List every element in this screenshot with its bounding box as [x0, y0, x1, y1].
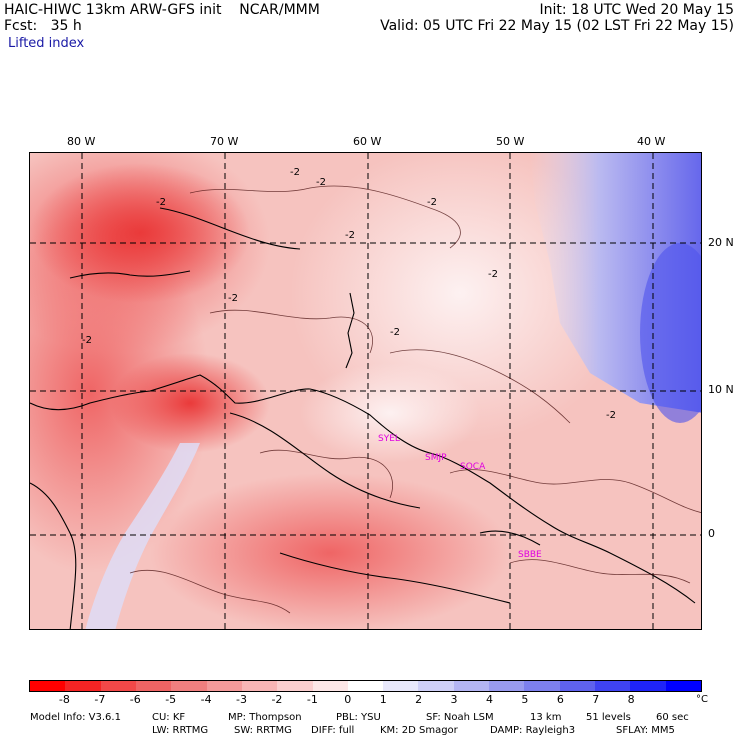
- colorbar: [29, 680, 702, 692]
- colorbar-tick-label: 4: [485, 693, 493, 706]
- lon-label: 40 W: [637, 135, 666, 148]
- colorbar-tick-label: -3: [236, 693, 247, 706]
- colorbar-unit: °C: [696, 694, 708, 705]
- lifted-index-map: -2 -2 -2 -2 -2 -2 -2 -2 -2 -2 SYEL SMJP …: [29, 152, 702, 630]
- footer-cu: CU: KF: [152, 712, 186, 723]
- colorbar-tick-label: 2: [415, 693, 423, 706]
- colorbar-swatch: [347, 681, 384, 691]
- contour-label: -2: [488, 269, 498, 280]
- contour-label: -2: [345, 230, 355, 241]
- colorbar-swatch: [30, 681, 66, 691]
- colorbar-tick-label: -5: [165, 693, 177, 706]
- footer-pbl: PBL: YSU: [336, 712, 381, 723]
- station-labels: SYEL SMJP SOCA SBBE: [378, 434, 542, 560]
- field-name: Lifted index: [8, 36, 85, 51]
- coastlines: [30, 207, 696, 629]
- contour-label: -2: [427, 197, 437, 208]
- colorbar-tick-label: -4: [200, 693, 212, 706]
- colorbar-tick-label: 6: [556, 693, 564, 706]
- field-patch: [110, 353, 270, 453]
- footer-sf: SF: Noah LSM: [426, 712, 494, 723]
- forecast-hour: Fcst: 35 h: [4, 18, 82, 34]
- colorbar-swatch: [277, 681, 313, 691]
- colorbar-tick-label: -2: [271, 693, 283, 706]
- contours: [129, 185, 701, 614]
- colorbar-tick-label: -7: [94, 693, 106, 706]
- contour-label: -2: [156, 197, 166, 208]
- contour-label: -2: [606, 410, 616, 421]
- colorbar-swatch: [418, 681, 454, 691]
- colorbar-swatch: [135, 681, 172, 691]
- colorbar-swatch: [383, 681, 419, 691]
- valid-time: Valid: 05 UTC Fri 22 May 15 (02 LST Fri …: [380, 18, 734, 34]
- station-sbbe: SBBE: [518, 550, 542, 560]
- contour-label: -2: [390, 327, 400, 338]
- model-title: HAIC-HIWC 13km ARW-GFS init NCAR/MMM: [4, 2, 320, 18]
- colorbar-swatch: [665, 681, 701, 691]
- footer-model-info: Model Info: V3.6.1: [30, 712, 121, 723]
- colorbar-swatch: [595, 681, 631, 691]
- footer-mp: MP: Thompson: [228, 712, 302, 723]
- colorbar-swatch: [524, 681, 560, 691]
- lon-label: 70 W: [210, 135, 239, 148]
- colorbar-swatch: [65, 681, 101, 691]
- station-syel: SYEL: [378, 434, 400, 444]
- field-patch: [30, 163, 250, 303]
- contour-label: -2: [228, 293, 238, 304]
- contour-label: -2: [290, 167, 300, 178]
- footer-diff: DIFF: full: [311, 725, 355, 736]
- footer-sflay: SFLAY: MM5: [616, 725, 675, 736]
- lat-label: 20 N: [708, 236, 734, 249]
- field-patch: [150, 473, 510, 629]
- station-smjp: SMJP: [425, 453, 447, 463]
- colorbar-tick-label: 1: [379, 693, 387, 706]
- colorbar-tick-label: 5: [521, 693, 529, 706]
- colorbar-swatch: [100, 681, 136, 691]
- footer-levels: 51 levels: [586, 712, 631, 723]
- contour-label: -2: [316, 177, 326, 188]
- colorbar-swatch: [312, 681, 348, 691]
- colorbar-tick-label: -8: [58, 693, 70, 706]
- colorbar-swatch: [453, 681, 490, 691]
- field-patch: [300, 363, 480, 463]
- footer-damp: DAMP: Rayleigh3: [490, 725, 576, 736]
- field-patch: [640, 243, 701, 423]
- colorbar-tick-label: -6: [129, 693, 141, 706]
- field-stable-strip: [85, 443, 200, 629]
- lon-label: 80 W: [67, 135, 96, 148]
- footer-resolution: 13 km: [530, 712, 562, 723]
- contour-label: -2: [82, 335, 92, 346]
- colorbar-tick-label: 0: [344, 693, 352, 706]
- footer-timestep: 60 sec: [656, 712, 689, 723]
- lat-label: 0: [708, 527, 715, 540]
- colorbar-swatch: [171, 681, 207, 691]
- colorbar-swatch: [241, 681, 278, 691]
- lon-label: 50 W: [496, 135, 525, 148]
- colorbar-swatch: [630, 681, 666, 691]
- colorbar-tick-label: -1: [306, 693, 318, 706]
- lon-label: 60 W: [353, 135, 382, 148]
- lat-label: 10 N: [708, 383, 734, 396]
- footer-lw: LW: RRTMG: [152, 725, 209, 736]
- map-canvas: -2 -2 -2 -2 -2 -2 -2 -2 -2 -2 SYEL SMJP …: [30, 153, 701, 629]
- colorbar-tick-label: 8: [627, 693, 635, 706]
- colorbar-swatch: [206, 681, 242, 691]
- colorbar-tick-label: 7: [592, 693, 600, 706]
- contour-label-group: -2 -2 -2 -2 -2 -2 -2 -2 -2 -2: [82, 167, 616, 421]
- station-soca: SOCA: [460, 462, 486, 472]
- graticule: [30, 153, 701, 629]
- footer-sw: SW: RRTMG: [234, 725, 292, 736]
- footer-km: KM: 2D Smagor: [380, 725, 458, 736]
- colorbar-swatch: [559, 681, 595, 691]
- init-time: Init: 18 UTC Wed 20 May 15: [539, 2, 734, 18]
- colorbar-swatch: [489, 681, 525, 691]
- colorbar-tick-label: 3: [450, 693, 458, 706]
